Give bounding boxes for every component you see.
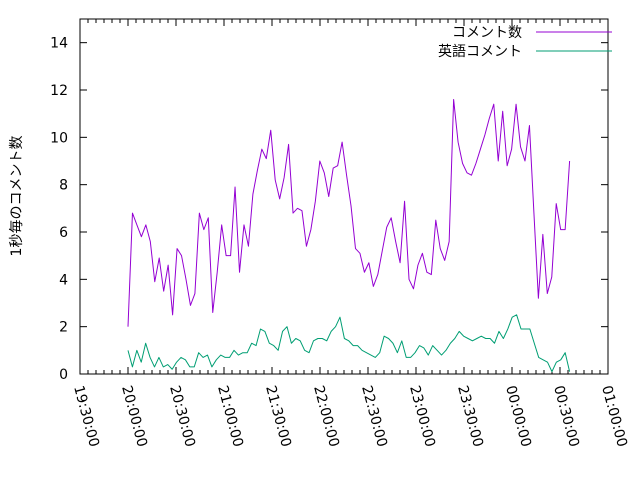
- y-tick-label: 12: [50, 83, 68, 99]
- series-line-0: [127, 98, 571, 327]
- y-tick-label: 6: [59, 225, 68, 241]
- legend-label-english-comments: 英語コメント: [438, 43, 522, 60]
- x-tick-label: 22:00:00: [310, 384, 342, 449]
- y-tick-label: 4: [59, 272, 68, 288]
- y-axis-title: 1秒毎のコメント数: [9, 136, 25, 257]
- x-tick-label: 23:00:00: [406, 384, 438, 449]
- x-tick-label: 19:30:00: [70, 384, 102, 449]
- x-tick-label: 00:00:00: [502, 384, 534, 449]
- y-tick-label: 2: [59, 320, 68, 336]
- y-tick-label: 14: [50, 36, 68, 52]
- x-tick-label: 22:30:00: [358, 384, 390, 449]
- x-tick-label: 00:30:00: [550, 384, 582, 449]
- x-tick-label: 20:00:00: [118, 384, 150, 449]
- x-axis: 19:30:00 20:00:00 20:30:00 21:00:00 21:30:00…: [70, 19, 630, 449]
- x-tick-label: 21:00:00: [214, 384, 246, 449]
- y-tick-label: 8: [59, 178, 68, 194]
- legend-label-comments: コメント数: [452, 25, 522, 41]
- x-tick-label: 01:00:00: [598, 384, 630, 449]
- x-tick-label: 23:30:00: [454, 384, 486, 449]
- series-line-1: [127, 314, 571, 373]
- plot-frame: [79, 18, 609, 375]
- y-axis: 0 2 4 6 8 10 12 14: [50, 36, 608, 383]
- y-tick-label: 10: [50, 130, 68, 146]
- x-tick-label: 21:30:00: [262, 384, 294, 449]
- x-tick-label: 20:30:00: [166, 384, 198, 449]
- series-lines: [127, 98, 571, 373]
- y-tick-label: 0: [59, 367, 68, 383]
- legend: コメント数 英語コメント: [438, 25, 612, 60]
